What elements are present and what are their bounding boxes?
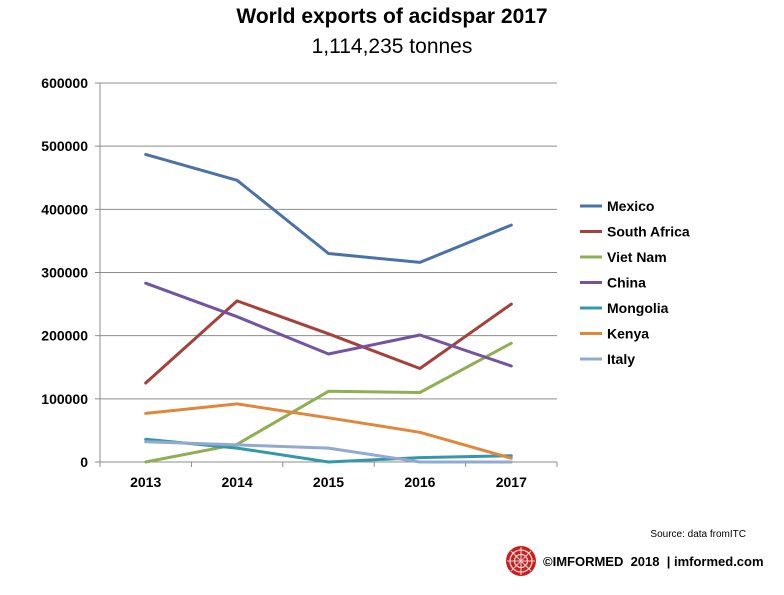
y-tick-label: 300000 [41,265,88,281]
y-tick-label: 0 [80,454,88,470]
chart-title: World exports of acidspar 2017 [236,5,548,28]
series-line-south-africa [144,299,513,385]
x-tick-label: 2016 [404,474,435,490]
series-line-china [144,281,513,368]
legend-label: Mongolia [607,300,669,316]
series-line-italy [144,440,513,464]
series-line-mexico [144,152,513,264]
footer-copyright: ©IMFORMED 2018 | imformed.com [543,553,764,569]
y-tick-label: 100000 [41,391,88,407]
source-note: Source: data fromITC [650,529,746,540]
chart-subtitle: 1,114,235 tonnes [311,35,473,58]
series-line-viet-nam [144,341,513,464]
legend-label: Italy [607,351,635,367]
legend-label: Viet Nam [607,249,667,265]
x-tick-label: 2015 [313,474,344,490]
y-tick-label: 500000 [41,138,88,154]
x-tick-label: 2014 [222,474,253,490]
legend-label: Kenya [607,326,649,342]
imformed-logo-icon [506,546,536,576]
legend-label: Mexico [607,198,654,214]
legend-label: South Africa [607,224,690,240]
y-tick-label: 600000 [41,75,88,91]
legend-label: China [607,275,646,291]
footer: ©IMFORMED 2018 | imformed.com [505,545,764,577]
y-tick-label: 400000 [41,201,88,217]
series-line-kenya [144,402,513,460]
y-tick-label: 200000 [41,328,88,344]
x-tick-label: 2013 [130,474,161,490]
x-tick-label: 2017 [496,474,527,490]
